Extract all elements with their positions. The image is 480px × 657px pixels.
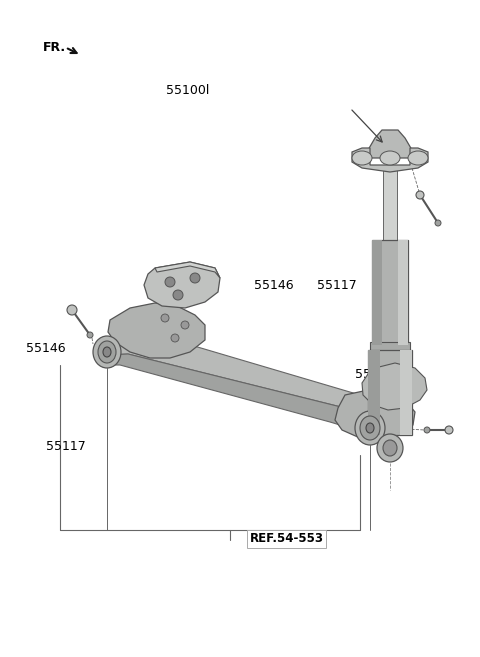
Polygon shape xyxy=(370,342,410,352)
Ellipse shape xyxy=(383,440,397,456)
Circle shape xyxy=(416,191,424,199)
Polygon shape xyxy=(144,262,220,308)
Ellipse shape xyxy=(366,423,374,433)
Circle shape xyxy=(190,273,200,283)
Text: 55117: 55117 xyxy=(317,279,357,292)
Polygon shape xyxy=(400,350,412,435)
Text: 55146: 55146 xyxy=(26,342,66,355)
Ellipse shape xyxy=(408,151,428,165)
Circle shape xyxy=(173,290,183,300)
Ellipse shape xyxy=(352,151,372,165)
Polygon shape xyxy=(108,330,375,418)
Polygon shape xyxy=(372,240,408,345)
Ellipse shape xyxy=(98,341,116,363)
Polygon shape xyxy=(383,165,397,248)
Text: 55117: 55117 xyxy=(46,440,85,453)
Circle shape xyxy=(171,334,179,342)
Circle shape xyxy=(435,220,441,226)
Ellipse shape xyxy=(377,434,403,462)
Circle shape xyxy=(445,426,453,434)
Polygon shape xyxy=(362,363,427,410)
Polygon shape xyxy=(352,148,428,172)
Polygon shape xyxy=(108,303,205,358)
Ellipse shape xyxy=(380,151,400,165)
Polygon shape xyxy=(368,130,412,158)
Text: FR.: FR. xyxy=(43,41,66,54)
Polygon shape xyxy=(368,350,380,435)
Circle shape xyxy=(181,321,189,329)
Circle shape xyxy=(161,314,169,322)
Ellipse shape xyxy=(355,411,385,445)
Text: 55100l: 55100l xyxy=(166,84,209,97)
Circle shape xyxy=(424,427,430,433)
Circle shape xyxy=(165,277,175,287)
Text: 55146: 55146 xyxy=(254,279,294,292)
Polygon shape xyxy=(368,350,412,435)
Polygon shape xyxy=(335,390,415,440)
Polygon shape xyxy=(155,262,220,278)
Circle shape xyxy=(87,332,93,338)
Polygon shape xyxy=(372,240,382,345)
Ellipse shape xyxy=(93,336,121,368)
Text: 55396: 55396 xyxy=(355,368,395,381)
Circle shape xyxy=(67,305,77,315)
Polygon shape xyxy=(398,240,408,345)
Ellipse shape xyxy=(360,416,380,440)
Polygon shape xyxy=(105,354,355,428)
Ellipse shape xyxy=(103,347,111,357)
Text: REF.54-553: REF.54-553 xyxy=(250,532,324,545)
